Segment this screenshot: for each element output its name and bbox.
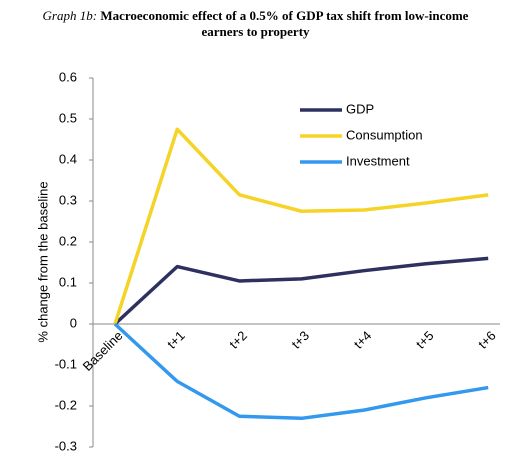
y-tick-label: 0 (70, 315, 77, 330)
y-tick-label: 0.4 (59, 151, 77, 166)
x-tick-label: t+3 (289, 328, 313, 352)
y-tick-label: 0.2 (59, 233, 77, 248)
chart-title-block: Graph 1b: Macroeconomic effect of a 0.5%… (40, 8, 471, 40)
y-tick-label: -0.3 (55, 438, 77, 453)
line-series (113, 127, 489, 325)
chart-title: Macroeconomic effect of a 0.5% of GDP ta… (100, 8, 469, 39)
title-label: Graph 1b: (42, 8, 98, 23)
x-tick-label: t+6 (475, 328, 499, 352)
line-series (113, 256, 489, 326)
x-tick-label: t+1 (164, 328, 188, 352)
legend-label: GDP (346, 101, 374, 116)
y-tick-label: -0.1 (55, 356, 77, 371)
y-tick-label: -0.2 (55, 397, 77, 412)
legend-label: Investment (346, 153, 410, 168)
y-tick-label: 0.1 (59, 274, 77, 289)
y-tick-label: 0.5 (59, 110, 77, 125)
x-tick-label: Baseline (80, 328, 126, 374)
y-tick-label: 0.3 (59, 192, 77, 207)
x-tick-label: t+4 (351, 328, 375, 352)
y-axis-label: % change from the baseline (35, 181, 50, 342)
y-tick-label: 0.6 (59, 69, 77, 84)
x-tick-label: t+5 (413, 328, 437, 352)
line-series (113, 322, 489, 421)
legend-label: Consumption (346, 127, 423, 142)
x-tick-label: t+2 (226, 328, 250, 352)
